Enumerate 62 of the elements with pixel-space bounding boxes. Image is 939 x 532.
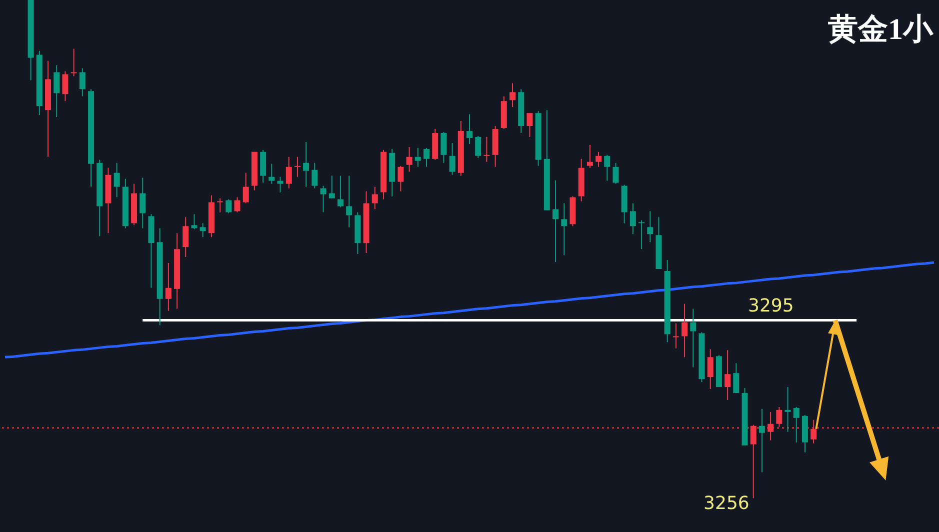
candlestick (510, 82, 516, 108)
candlestick (165, 262, 172, 312)
candlestick (776, 406, 782, 428)
candlestick (260, 149, 266, 184)
candlestick (312, 162, 318, 189)
candlestick (200, 222, 206, 238)
candlestick (449, 142, 456, 176)
candlestick (226, 198, 232, 214)
candlestick (414, 147, 421, 168)
candlestick (682, 303, 688, 358)
candlestick (217, 198, 224, 213)
candlestick (303, 141, 310, 188)
candlestick (346, 175, 352, 228)
candlestick (484, 136, 490, 162)
candlestick (62, 70, 68, 102)
candlestick (750, 424, 756, 499)
candlestick (707, 348, 714, 390)
candlestick (630, 202, 636, 235)
candlestick (793, 406, 800, 443)
candlestick (277, 176, 284, 193)
candlestick (784, 386, 791, 432)
candlestick (234, 196, 240, 213)
candlestick (406, 146, 412, 172)
candlestick (372, 186, 378, 210)
candlestick (604, 154, 610, 182)
candlestick (440, 132, 447, 164)
candlestick (810, 419, 817, 444)
candlestick (647, 210, 654, 243)
candlestick (724, 350, 731, 400)
candlestick (398, 165, 404, 192)
candlestick (268, 163, 275, 184)
candlestick (733, 362, 740, 394)
candlestick (294, 156, 300, 178)
candlestick (140, 177, 146, 229)
candlestick (466, 114, 472, 144)
candlestick (768, 411, 774, 441)
candlestick (552, 180, 559, 263)
candlestick (54, 64, 60, 118)
candlestick (690, 308, 696, 368)
candlestick (191, 214, 198, 230)
candlestick (337, 175, 344, 208)
candlestick (114, 162, 120, 198)
candlestick (596, 151, 602, 168)
annotation: 3295 (748, 295, 794, 316)
chart-title: 黄金1小 (828, 13, 934, 46)
candlestick (561, 202, 568, 256)
candlestick (182, 216, 189, 258)
candlestick (526, 112, 533, 138)
candlestick (423, 147, 430, 168)
candlestick (758, 408, 765, 473)
candlestick (672, 322, 679, 349)
candlestick (70, 48, 77, 77)
candlestick (612, 162, 619, 184)
candlestick (586, 144, 593, 168)
candlestick (286, 156, 292, 189)
candlestick (475, 135, 482, 158)
candlestick (638, 220, 645, 250)
candlestick (242, 172, 249, 204)
annotation: 3256 (704, 493, 750, 514)
candlestick (328, 175, 335, 199)
candlestick (79, 68, 86, 97)
candlestick (320, 185, 326, 213)
